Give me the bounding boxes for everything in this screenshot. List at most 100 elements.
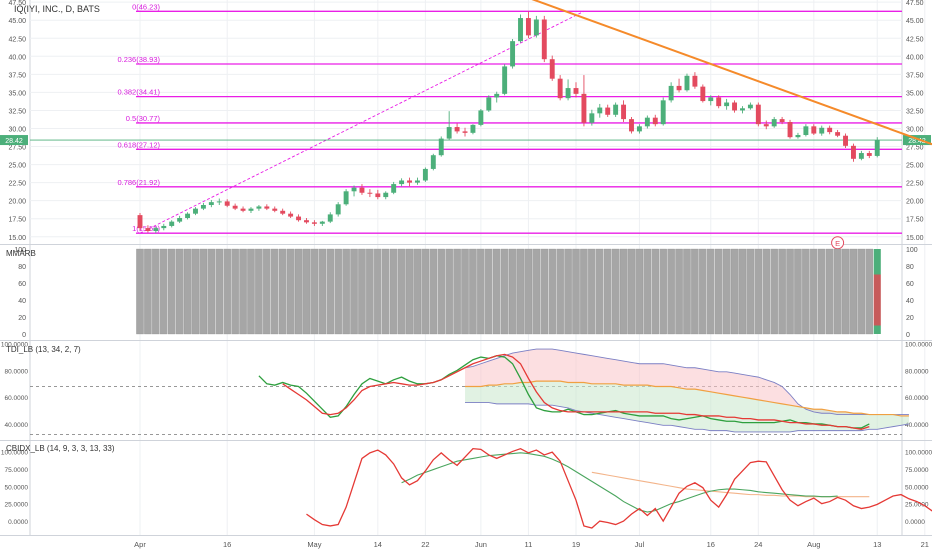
mmarb-bar	[405, 248, 414, 335]
candle-body	[740, 108, 745, 111]
price-tag-right	[903, 135, 931, 146]
candle-body	[351, 187, 357, 192]
candle-body	[763, 124, 769, 127]
candle-body	[700, 86, 706, 102]
mmarb-bar	[508, 248, 517, 335]
candle-body	[502, 66, 508, 94]
candle-body	[208, 202, 214, 206]
y-tick-label-left: 0	[22, 332, 26, 339]
candle-body	[533, 19, 539, 36]
y-tick-label-left: 100	[14, 247, 26, 254]
y-tick-label-right: 80	[906, 264, 914, 271]
tdi-lower-band-line	[465, 402, 910, 433]
y-tick-label-left: 75.0000	[5, 467, 29, 474]
mmarb-bar	[572, 248, 580, 335]
candle-body	[597, 107, 603, 114]
x-tick-label: 24	[754, 540, 762, 549]
candle-body	[716, 97, 722, 107]
candle-body	[835, 132, 841, 136]
mmarb-bar	[849, 248, 858, 335]
candle-body	[185, 213, 191, 219]
candle-body	[755, 104, 761, 125]
candle-body	[605, 107, 611, 115]
mmarb-bar	[699, 248, 707, 335]
y-tick-label-left: 17.50	[8, 217, 26, 224]
cbidx-red-line	[306, 447, 932, 529]
y-tick-label-left: 100.0000	[1, 342, 28, 349]
candle-body	[335, 204, 341, 215]
candle-body	[153, 228, 159, 232]
mmarb-bar	[374, 248, 382, 335]
mmarb-bar	[841, 248, 850, 335]
mmarb-bar	[263, 248, 271, 335]
candle-body	[240, 208, 246, 211]
y-tick-label-right: 25.00	[906, 163, 924, 170]
mmarb-bar	[350, 248, 358, 335]
mmarb-bar	[334, 248, 342, 335]
y-tick-label-left: 80.0000	[5, 368, 29, 375]
y-tick-label-left: 80	[18, 264, 26, 271]
mmarb-bar	[500, 248, 509, 335]
candle-body	[676, 85, 682, 91]
cbidx-green-line	[401, 452, 838, 513]
candle-body	[462, 131, 468, 133]
candle-body	[200, 205, 206, 209]
y-tick-label-right: 25.0000	[905, 502, 929, 509]
tdi-lower-band-fill	[465, 381, 909, 432]
mmarb-bar	[810, 248, 818, 335]
mmarb-bar	[191, 248, 200, 335]
y-tick-label-left: 60	[18, 281, 26, 288]
mmarb-bar	[730, 248, 739, 335]
candle-body	[819, 127, 825, 134]
fib-anchor-line	[139, 10, 585, 234]
mmarb-bar	[167, 248, 176, 335]
tdi-upper-band-fill	[465, 349, 909, 416]
mmarb-bar	[524, 248, 533, 335]
candle-body	[732, 102, 738, 111]
candle-body	[494, 93, 500, 98]
mmarb-bar	[302, 248, 311, 335]
mmarb-bar	[389, 248, 398, 335]
tdi-red-line	[282, 353, 870, 430]
candle-body	[430, 155, 436, 169]
mmarb-bar	[413, 248, 422, 335]
mmarb-bar	[786, 248, 794, 335]
mmarb-bar	[366, 248, 374, 335]
mmarb-bar	[596, 248, 604, 335]
y-tick-label-right: 45.00	[906, 18, 924, 25]
mmarb-bar	[588, 248, 596, 335]
mmarb-bar	[382, 248, 390, 335]
y-tick-label-right: 60	[906, 281, 914, 288]
event-marker-label: E	[835, 239, 840, 248]
mmarb-bar	[358, 248, 366, 335]
candle-body	[311, 222, 317, 224]
x-tick-label: 11	[525, 540, 533, 549]
y-tick-label-left: 32.50	[8, 108, 26, 115]
candle-body	[510, 41, 516, 67]
mmarb-bar	[516, 248, 525, 335]
trend-line	[531, 0, 932, 146]
main-chart-title: IQ(IYI, INC., D, BATS	[14, 4, 100, 14]
fib-level-label: 0.786(21.92)	[117, 178, 160, 187]
candle-body	[827, 127, 833, 133]
event-marker-icon	[831, 236, 845, 250]
candle-body	[541, 19, 547, 60]
candle-body	[478, 110, 484, 125]
mmarb-bar	[738, 248, 747, 335]
y-tick-label-left: 100.0000	[1, 449, 28, 456]
mmarb-bar	[857, 248, 866, 335]
mmarb-bar	[540, 248, 549, 335]
y-tick-label-right: 35.00	[906, 90, 924, 97]
candle-body	[383, 192, 389, 198]
mmarb-bar	[271, 248, 279, 335]
mmarb-bar	[493, 248, 501, 335]
y-tick-label-left: 47.50	[8, 0, 26, 7]
mmarb-bar	[548, 248, 556, 335]
candle-body	[414, 180, 420, 183]
tdi-title: TDI_LB (13, 34, 2, 7)	[6, 345, 81, 354]
mmarb-bar	[144, 248, 152, 335]
y-tick-label-left: 45.00	[8, 18, 26, 25]
y-tick-label-left: 25.0000	[5, 502, 29, 509]
